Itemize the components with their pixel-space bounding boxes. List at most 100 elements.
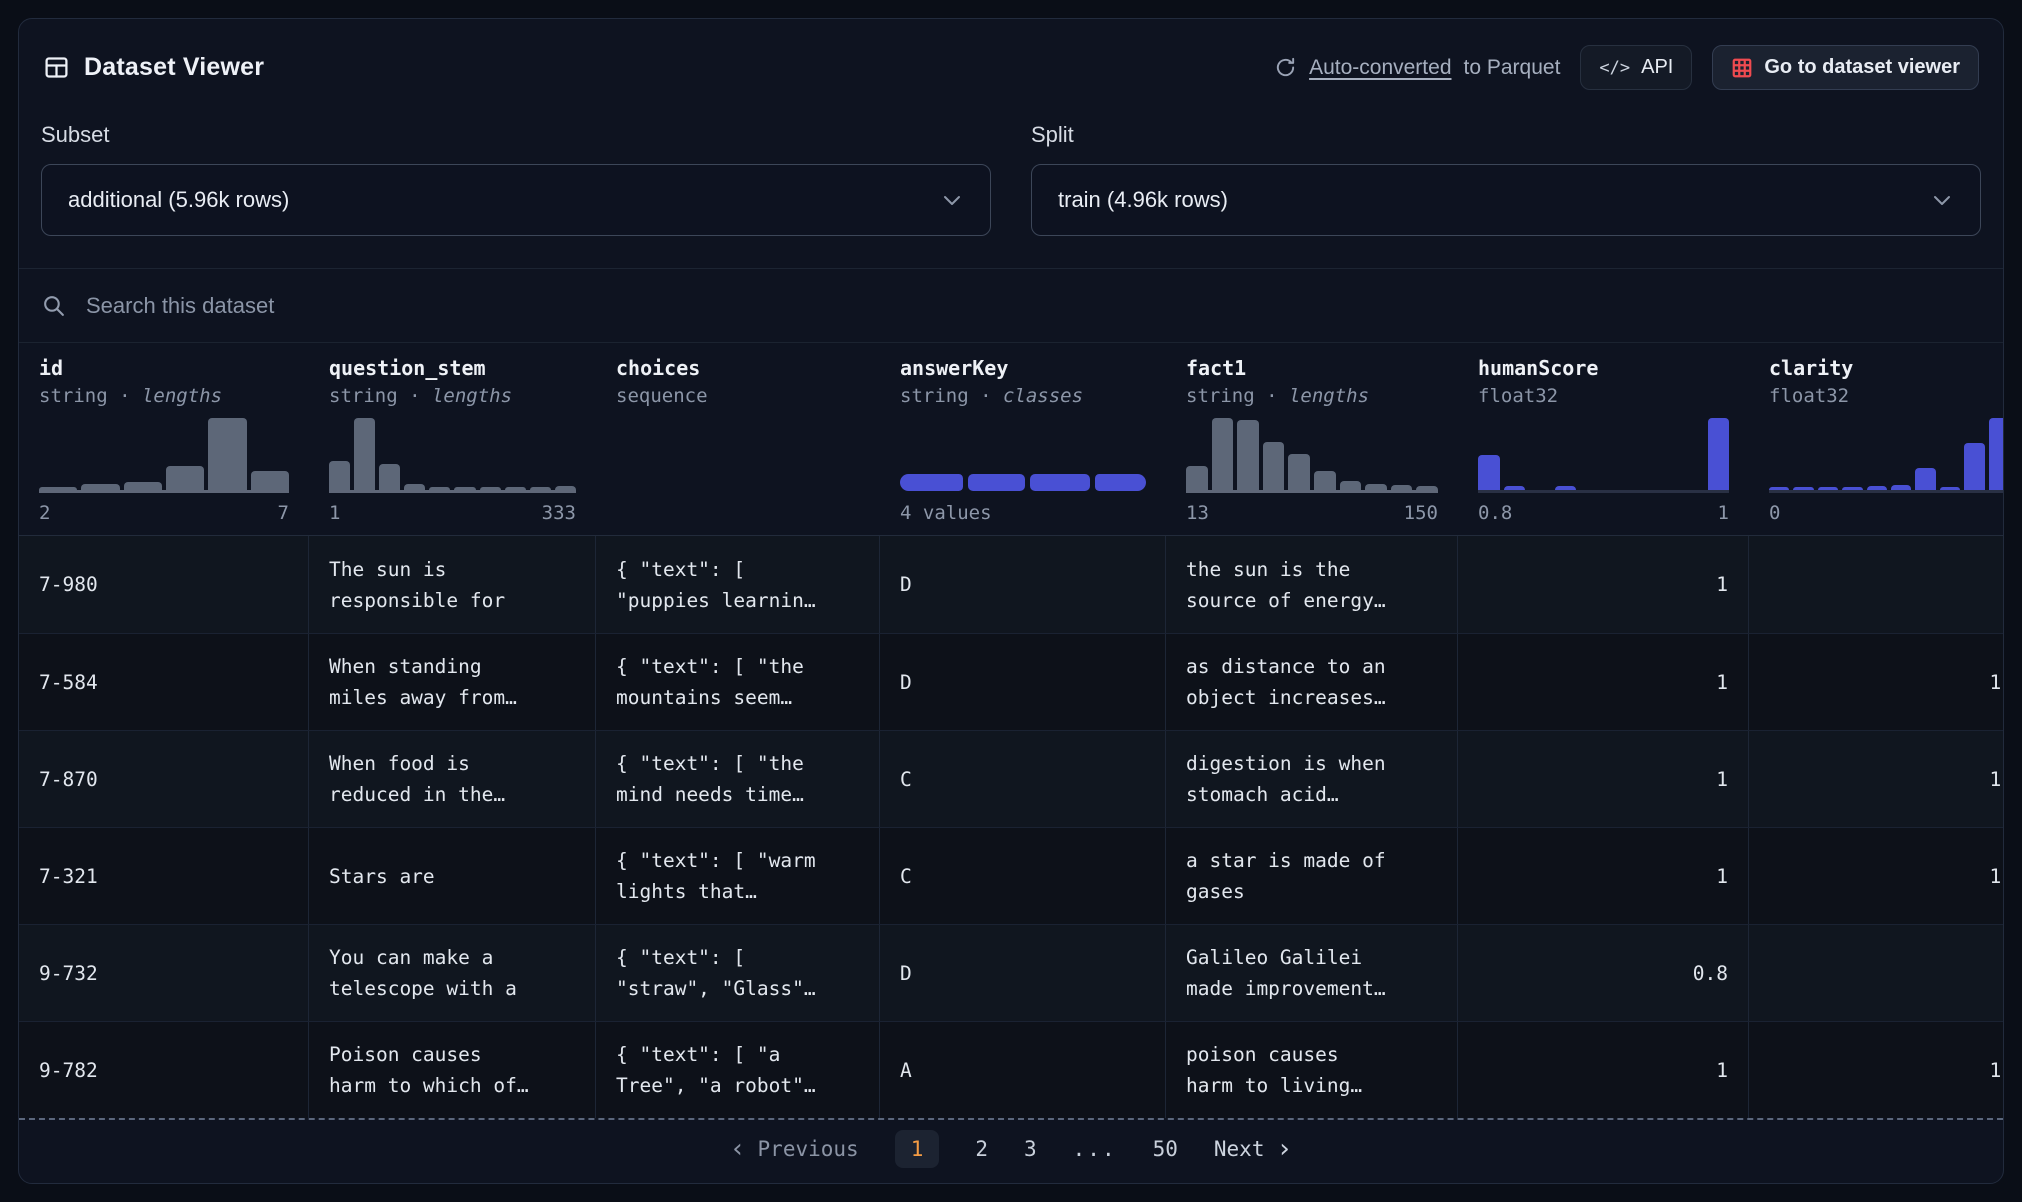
cell-fact1[interactable]: the sun is the source of energy…	[1166, 536, 1458, 633]
next-page-button[interactable]: Next ›	[1213, 1134, 1293, 1164]
dataset-viewer-card: Dataset Viewer Auto-converted to Parquet…	[18, 18, 2004, 1184]
cell-clarity[interactable]	[1749, 925, 2003, 1021]
cell-choices[interactable]: { "text": [ "puppies learnin…	[596, 536, 880, 633]
cell-question-stem[interactable]: The sun is responsible for	[309, 536, 596, 633]
cell-answer-key[interactable]: D	[880, 536, 1166, 633]
question-stem-histogram[interactable]	[329, 418, 576, 493]
controls-row: Subset additional (5.96k rows) Split tra…	[19, 100, 2003, 236]
cell-answer-key[interactable]: C	[880, 731, 1166, 827]
chevron-down-icon	[940, 188, 964, 212]
split-selected-value: train (4.96k rows)	[1058, 187, 1228, 212]
api-button-label: API	[1641, 56, 1674, 78]
cell-id[interactable]: 9-732	[19, 925, 309, 1021]
go-to-dataset-viewer-button[interactable]: Go to dataset viewer	[1712, 45, 1979, 90]
cell-human-score[interactable]: 0.8	[1458, 925, 1749, 1021]
cell-clarity[interactable]: 1.	[1989, 1058, 2003, 1082]
subset-selected-value: additional (5.96k rows)	[68, 187, 290, 212]
page-number-2[interactable]: 2	[975, 1137, 988, 1161]
page-ellipsis: ...	[1072, 1137, 1117, 1161]
auto-converted-link[interactable]: Auto-converted	[1309, 55, 1452, 79]
cell-fact1[interactable]: as distance to an object increases…	[1166, 634, 1458, 730]
cell-id[interactable]: 7-321	[19, 828, 309, 924]
cell-choices[interactable]: { "text": [ "the mind needs time…	[596, 731, 880, 827]
chevron-left-icon: ‹	[729, 1134, 746, 1164]
subset-select[interactable]: additional (5.96k rows)	[41, 164, 991, 236]
go-to-dataset-viewer-label: Go to dataset viewer	[1764, 56, 1960, 78]
table-icon	[43, 54, 70, 81]
id-histogram[interactable]	[39, 418, 289, 493]
cell-id[interactable]: 7-584	[19, 634, 309, 730]
clarity-histogram[interactable]	[1769, 418, 2003, 493]
auto-converted-suffix: to Parquet	[1463, 55, 1561, 79]
table-row: 7-321 Stars are { "text": [ "warm lights…	[19, 827, 2003, 924]
cell-fact1[interactable]: a star is made of gases	[1166, 828, 1458, 924]
cell-id[interactable]: 9-782	[19, 1022, 309, 1118]
page-number-3[interactable]: 3	[1024, 1137, 1037, 1161]
table-row: 9-732 You can make a telescope with a { …	[19, 924, 2003, 1021]
cell-question-stem[interactable]: When food is reduced in the…	[309, 731, 596, 827]
cell-clarity[interactable]	[1749, 536, 2003, 633]
table-body: 7-980 The sun is responsible for { "text…	[19, 536, 2003, 1120]
chevron-down-icon	[1930, 188, 1954, 212]
column-header-choices: choices sequence	[596, 355, 880, 525]
cell-question-stem[interactable]: You can make a telescope with a	[309, 925, 596, 1021]
cell-clarity[interactable]: 1.	[1989, 670, 2003, 694]
cell-clarity[interactable]: 1.	[1989, 864, 2003, 888]
cell-clarity[interactable]: 1.	[1989, 767, 2003, 791]
cell-human-score[interactable]: 1	[1458, 536, 1749, 633]
search-input[interactable]	[86, 292, 1981, 319]
human-score-histogram[interactable]	[1478, 418, 1729, 493]
page-title: Dataset Viewer	[84, 53, 265, 81]
chevron-right-icon: ›	[1276, 1134, 1293, 1164]
page-number-50[interactable]: 50	[1152, 1137, 1178, 1161]
cell-answer-key[interactable]: C	[880, 828, 1166, 924]
pagination: ‹ Previous 1 2 3 ... 50 Next ›	[19, 1120, 2003, 1178]
fact1-histogram[interactable]	[1186, 418, 1438, 493]
cell-question-stem[interactable]: When standing miles away from…	[309, 634, 596, 730]
cell-human-score[interactable]: 1	[1458, 828, 1749, 924]
cell-human-score[interactable]: 1	[1458, 634, 1749, 730]
table-row: 7-584 When standing miles away from… { "…	[19, 633, 2003, 730]
table-row: 7-870 When food is reduced in the… { "te…	[19, 730, 2003, 827]
answer-key-class-bar[interactable]	[900, 421, 1146, 493]
cell-human-score[interactable]: 1	[1458, 1022, 1749, 1118]
cell-choices[interactable]: { "text": [ "straw", "Glass"…	[596, 925, 880, 1021]
page-number-1[interactable]: 1	[894, 1130, 940, 1168]
table-row: 7-980 The sun is responsible for { "text…	[19, 536, 2003, 633]
cell-id[interactable]: 7-980	[19, 536, 309, 633]
cell-fact1[interactable]: digestion is when stomach acid…	[1166, 731, 1458, 827]
cell-choices[interactable]: { "text": [ "warm lights that…	[596, 828, 880, 924]
cell-question-stem[interactable]: Stars are	[309, 828, 596, 924]
cell-fact1[interactable]: Galileo Galilei made improvement…	[1166, 925, 1458, 1021]
column-header-question-stem: question_stem string · lengths 1 333	[329, 356, 576, 524]
choices-histogram-empty	[616, 421, 860, 493]
code-icon: </>	[1599, 57, 1631, 78]
refresh-icon	[1274, 56, 1297, 79]
table-row: 9-782 Poison causes harm to which of… { …	[19, 1021, 2003, 1118]
auto-converted-note: Auto-converted to Parquet	[1274, 56, 1560, 80]
red-grid-icon	[1731, 57, 1753, 79]
cell-answer-key[interactable]: D	[880, 925, 1166, 1021]
cell-choices[interactable]: { "text": [ "a Tree", "a robot"…	[596, 1022, 880, 1118]
column-header-fact1: fact1 string · lengths 13 150	[1186, 356, 1438, 524]
previous-page-button[interactable]: ‹ Previous	[729, 1134, 859, 1164]
column-header-answer-key: answerKey string · classes 4 values	[880, 355, 1166, 525]
api-button[interactable]: </> API	[1580, 45, 1693, 90]
column-header-clarity: clarity float32 0	[1749, 355, 2003, 525]
column-header-human-score: humanScore float32 0.8 1	[1478, 356, 1729, 524]
split-select[interactable]: train (4.96k rows)	[1031, 164, 1981, 236]
search-bar	[19, 268, 2003, 342]
cell-answer-key[interactable]: A	[880, 1022, 1166, 1118]
cell-fact1[interactable]: poison causes harm to living…	[1166, 1022, 1458, 1118]
cell-human-score[interactable]: 1	[1458, 731, 1749, 827]
cell-answer-key[interactable]: D	[880, 634, 1166, 730]
cell-id[interactable]: 7-870	[19, 731, 309, 827]
card-header: Dataset Viewer Auto-converted to Parquet…	[19, 19, 2003, 100]
cell-question-stem[interactable]: Poison causes harm to which of…	[309, 1022, 596, 1118]
split-label: Split	[1031, 122, 1074, 147]
cell-choices[interactable]: { "text": [ "the mountains seem…	[596, 634, 880, 730]
subset-label: Subset	[41, 122, 110, 147]
